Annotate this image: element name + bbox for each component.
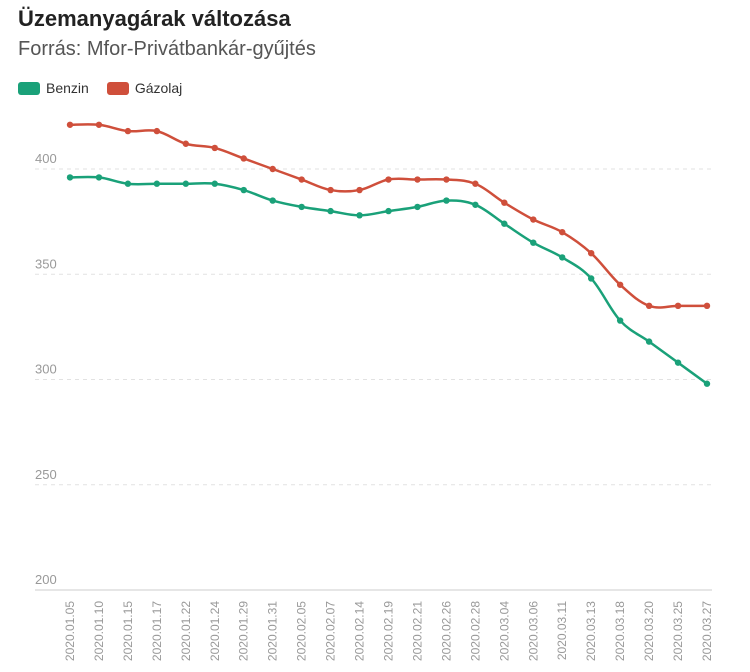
- x-tick-label: 2020.02.21: [410, 601, 424, 661]
- data-point-gazolaj: [472, 180, 479, 187]
- data-point-benzin: [240, 186, 247, 194]
- data-point-benzin: [327, 207, 334, 215]
- data-point-gazolaj: [240, 155, 247, 162]
- x-tick-label: 2020.03.18: [613, 601, 627, 661]
- data-point-gazolaj: [616, 281, 624, 288]
- data-point-gazolaj: [414, 176, 421, 183]
- x-tick-label: 2020.01.17: [150, 601, 164, 661]
- x-tick-label: 2020.03.20: [642, 601, 656, 661]
- data-point-benzin: [443, 197, 450, 204]
- x-tick-label: 2020.02.26: [439, 601, 453, 661]
- data-point-gazolaj: [124, 127, 132, 135]
- x-tick-label: 2020.01.24: [208, 601, 222, 661]
- x-tick-label: 2020.01.31: [266, 601, 280, 661]
- data-point-gazolaj: [530, 216, 537, 223]
- data-point-benzin: [414, 203, 421, 211]
- data-point-benzin: [124, 180, 132, 187]
- data-point-benzin: [298, 203, 305, 211]
- x-tick-label: 2020.01.10: [92, 601, 106, 661]
- data-point-gazolaj: [269, 165, 276, 173]
- x-tick-label: 2020.03.27: [700, 601, 714, 661]
- x-tick-label: 2020.01.22: [179, 601, 193, 661]
- x-tick-label: 2020.02.07: [324, 601, 338, 661]
- data-point-benzin: [472, 201, 479, 208]
- data-point-benzin: [182, 180, 190, 187]
- data-point-benzin: [645, 338, 653, 345]
- y-tick-label-200: 200: [35, 572, 57, 587]
- legend-swatch-gazolaj: [106, 81, 129, 95]
- y-tick-label-250: 250: [35, 467, 57, 482]
- data-point-benzin: [530, 239, 537, 246]
- x-tick-label: 2020.03.11: [555, 601, 569, 660]
- data-point-gazolaj: [443, 176, 450, 183]
- x-tick-label: 2020.01.05: [63, 601, 77, 661]
- x-tick-label: 2020.03.25: [671, 601, 685, 661]
- data-point-benzin: [385, 207, 392, 215]
- data-point-gazolaj: [66, 121, 74, 128]
- data-point-gazolaj: [153, 127, 161, 135]
- data-point-gazolaj: [327, 186, 334, 194]
- x-tick-label: 2020.03.13: [584, 601, 598, 661]
- legend-swatch-benzin: [18, 81, 40, 95]
- chart-title: Üzemanyagárak változása: [18, 6, 291, 31]
- data-point-benzin: [153, 180, 161, 187]
- data-point-gazolaj: [385, 176, 392, 183]
- legend: Benzin Gázolaj: [18, 80, 200, 96]
- series-line-gazolaj: [69, 123, 707, 309]
- x-tick-label: 2020.03.04: [497, 601, 511, 661]
- data-point-benzin: [269, 197, 276, 204]
- data-point-gazolaj: [674, 302, 682, 310]
- data-point-gazolaj: [501, 199, 508, 206]
- data-point-gazolaj: [559, 228, 566, 236]
- x-tick-label: 2020.02.19: [382, 601, 396, 661]
- y-tick-label-300: 300: [35, 362, 57, 377]
- data-point-benzin: [703, 380, 711, 387]
- data-point-benzin: [66, 174, 74, 181]
- data-point-benzin: [674, 359, 682, 366]
- data-point-gazolaj: [211, 144, 218, 152]
- data-point-benzin: [95, 174, 103, 181]
- x-tick-label: 2020.02.28: [468, 601, 482, 661]
- data-point-benzin: [211, 180, 218, 187]
- x-tick-label: 2020.02.14: [353, 601, 367, 661]
- data-point-gazolaj: [356, 186, 363, 194]
- data-point-gazolaj: [182, 140, 190, 147]
- y-tick-label-400: 400: [35, 151, 57, 166]
- data-point-benzin: [501, 220, 508, 227]
- data-point-gazolaj: [703, 302, 711, 310]
- data-point-gazolaj: [95, 121, 103, 128]
- y-tick-label-350: 350: [35, 256, 57, 271]
- data-point-gazolaj: [587, 250, 595, 257]
- data-point-gazolaj: [645, 302, 653, 310]
- legend-label-benzin: Benzin: [46, 80, 89, 96]
- legend-item-gazolaj[interactable]: Gázolaj: [106, 80, 183, 96]
- data-point-benzin: [587, 275, 595, 282]
- x-tick-label: 2020.01.29: [237, 601, 251, 661]
- legend-item-benzin[interactable]: Benzin: [18, 80, 89, 96]
- data-point-gazolaj: [298, 176, 305, 183]
- x-tick-label: 2020.02.05: [295, 601, 309, 661]
- data-point-benzin: [559, 254, 566, 261]
- x-tick-label: 2020.03.06: [526, 601, 540, 661]
- x-tick-label: 2020.01.15: [121, 601, 135, 661]
- data-point-benzin: [356, 212, 363, 219]
- chart-subtitle: Forrás: Mfor-Privátbankár-gyűjtés: [18, 38, 316, 60]
- legend-label-gazolaj: Gázolaj: [134, 80, 183, 96]
- data-point-benzin: [616, 317, 624, 324]
